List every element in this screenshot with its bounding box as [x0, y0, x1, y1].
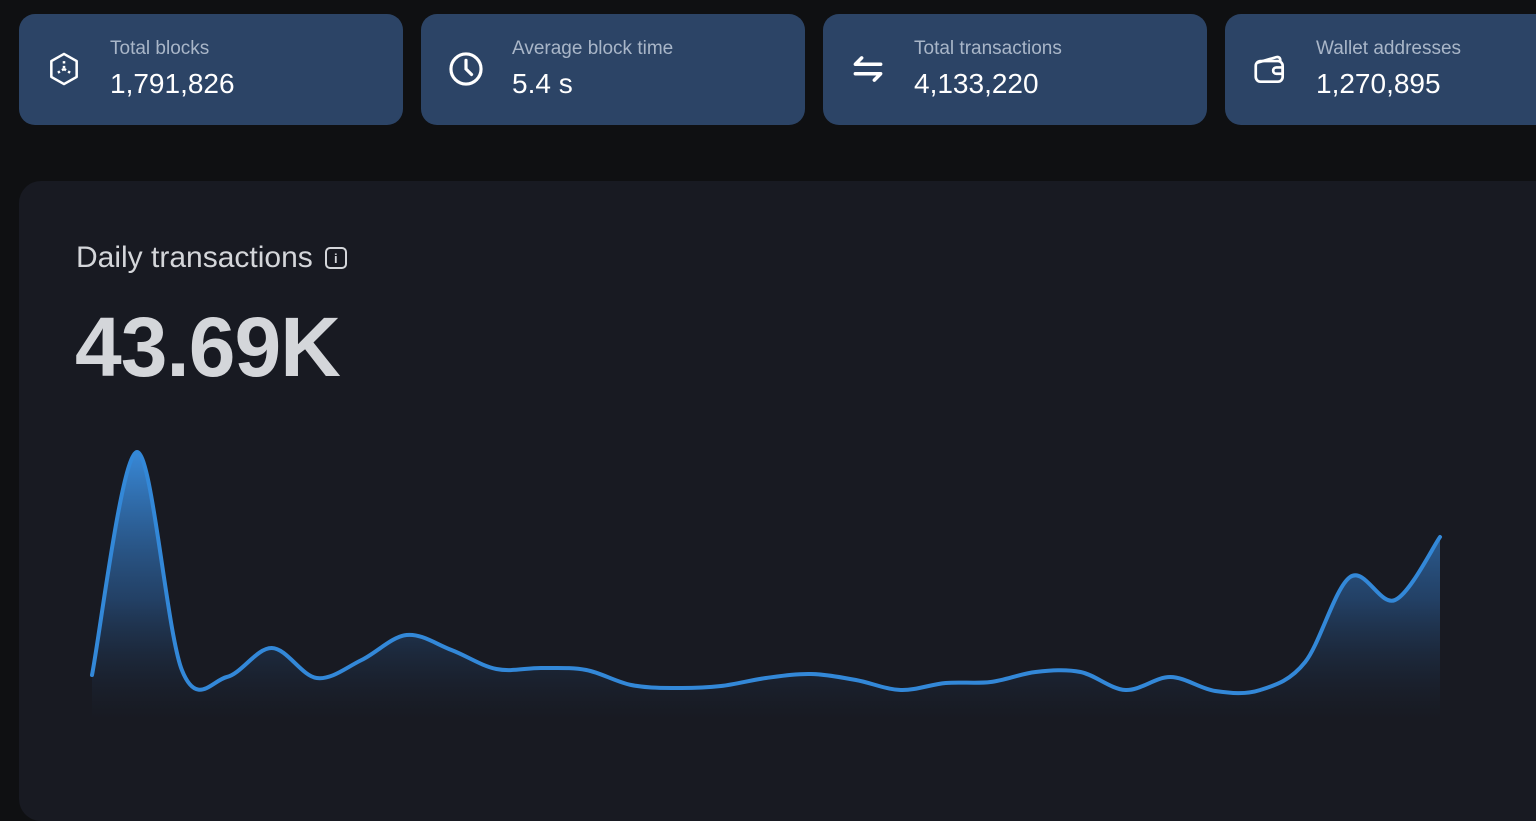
chart-data-point[interactable] — [985, 676, 997, 688]
chart-data-point[interactable] — [1299, 656, 1311, 668]
chart-data-point[interactable] — [535, 662, 547, 674]
stat-value: 4,133,220 — [914, 68, 1039, 99]
chart-data-point[interactable] — [1254, 684, 1266, 696]
chart-data-point[interactable] — [1209, 685, 1221, 697]
stat-card-total-blocks[interactable]: Total blocks 1,791,826 — [19, 14, 403, 125]
chart-area-fill — [92, 451, 1440, 720]
stat-card-average-block-time[interactable]: Average block time 5.4 s — [421, 14, 805, 125]
arrows-exchange-icon — [853, 56, 883, 82]
stat-value: 5.4 s — [512, 68, 573, 99]
chart-data-point[interactable] — [1344, 571, 1356, 583]
chart-data-point[interactable] — [940, 677, 952, 689]
stat-label: Average block time — [512, 38, 674, 59]
stat-card-wallet-addresses[interactable]: Wallet addresses 1,270,895 — [1225, 14, 1536, 125]
chart-data-point[interactable] — [580, 664, 592, 676]
wallet-icon — [1254, 55, 1285, 84]
chart-data-point[interactable] — [760, 672, 772, 684]
panel-title: Daily transactions i — [76, 241, 347, 275]
chart-data-point[interactable] — [266, 642, 278, 654]
chart-data-point[interactable] — [401, 629, 413, 641]
chart-data-point[interactable] — [490, 663, 502, 675]
chart-data-point[interactable] — [625, 679, 637, 691]
chart-data-point[interactable] — [356, 654, 368, 666]
chart-data-point[interactable] — [221, 671, 233, 683]
chart-data-point[interactable] — [311, 672, 323, 684]
panel-title-text: Daily transactions — [76, 241, 313, 274]
chart-series-line — [90, 449, 1442, 696]
chart-data-point[interactable] — [1164, 671, 1176, 683]
stat-label: Total transactions — [914, 38, 1062, 59]
chart-data-point[interactable] — [670, 682, 682, 694]
cube-icon — [50, 52, 78, 86]
chart-data-point[interactable] — [1030, 666, 1042, 678]
daily-transactions-value: 43.69K — [75, 300, 341, 394]
stat-value: 1,270,895 — [1316, 68, 1441, 99]
chart-data-point[interactable] — [1119, 684, 1131, 696]
info-icon[interactable]: i — [324, 247, 347, 269]
chart-data-point[interactable] — [86, 669, 98, 681]
chart-data-point[interactable] — [445, 644, 457, 656]
stat-value: 1,791,826 — [110, 68, 235, 99]
chart-data-point[interactable] — [1075, 666, 1087, 678]
stat-label: Wallet addresses — [1316, 38, 1462, 59]
daily-transactions-chart — [86, 446, 1446, 720]
chart-data-point[interactable] — [176, 664, 188, 676]
chart-data-point[interactable] — [850, 674, 862, 686]
clock-icon — [449, 52, 483, 86]
chart-data-point[interactable] — [1389, 594, 1401, 606]
chart-data-point[interactable] — [1434, 531, 1446, 543]
chart-data-point[interactable] — [715, 680, 727, 692]
stat-label: Total blocks — [110, 38, 210, 59]
chart-data-point[interactable] — [895, 684, 907, 696]
chart-data-point[interactable] — [805, 668, 817, 680]
chart-data-point[interactable] — [131, 446, 143, 458]
stat-card-total-transactions[interactable]: Total transactions 4,133,220 — [823, 14, 1207, 125]
